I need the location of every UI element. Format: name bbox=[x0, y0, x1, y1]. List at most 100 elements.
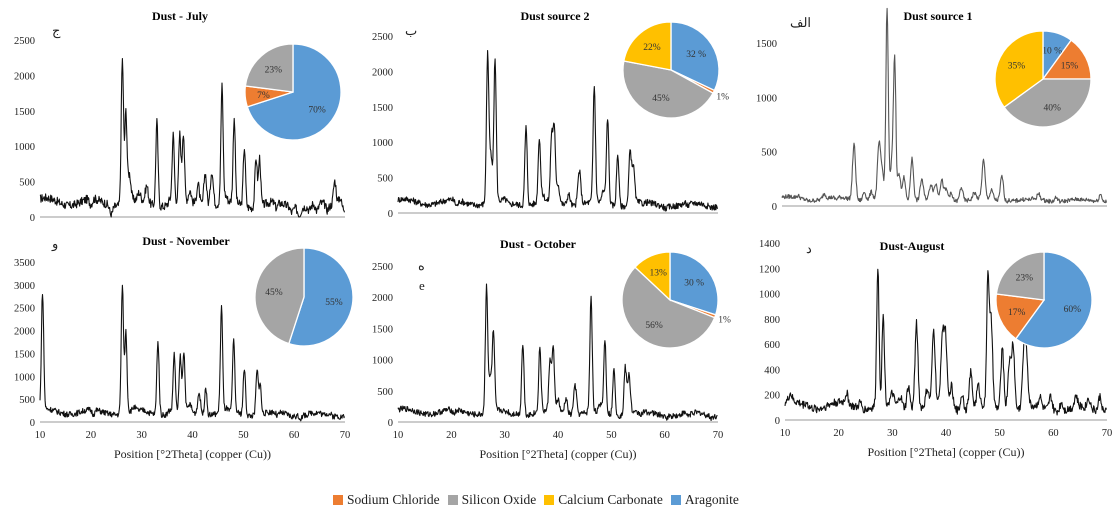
pie-label: 35% bbox=[1008, 62, 1026, 72]
panel-letter-2: e bbox=[419, 278, 425, 293]
pie-label: 23% bbox=[265, 66, 283, 76]
pie-slice-silicon-oxide bbox=[622, 60, 714, 119]
y-tick-label: 0 bbox=[775, 416, 780, 427]
x-tick-label: 10 bbox=[780, 428, 791, 439]
panel-letter: د bbox=[806, 241, 812, 256]
y-tick-label: 1200 bbox=[759, 264, 780, 275]
legend-swatch bbox=[670, 495, 681, 505]
pie-label: 15% bbox=[1061, 62, 1079, 72]
pie-label: 70% bbox=[308, 106, 326, 116]
pie-label: 56% bbox=[645, 321, 663, 331]
x-tick-label: 50 bbox=[994, 428, 1005, 439]
y-tick-label: 0 bbox=[388, 209, 393, 220]
y-tick-label: 2500 bbox=[372, 262, 393, 273]
pie-slice-aragonite bbox=[670, 21, 720, 92]
y-tick-label: 2500 bbox=[14, 36, 35, 47]
pie-slice-calcium-carbonate bbox=[634, 251, 671, 302]
pie-label: 45% bbox=[652, 94, 670, 104]
x-tick-label: 20 bbox=[833, 428, 844, 439]
xrd-trace bbox=[784, 268, 1108, 416]
y-tick-label: 2000 bbox=[14, 71, 35, 82]
panel-title: Dust source 2 bbox=[520, 9, 589, 23]
pie-slice-silicon-oxide bbox=[244, 43, 294, 93]
x-axis-label: Position [°2Theta] (copper (Cu)) bbox=[479, 447, 636, 461]
x-tick-label: 30 bbox=[136, 430, 147, 441]
pie-slice-silicon-oxide bbox=[1003, 78, 1092, 128]
panel-title: Dust - November bbox=[142, 234, 230, 248]
pie-slice-silicon-oxide bbox=[995, 251, 1045, 301]
y-tick-label: 1000 bbox=[756, 93, 777, 104]
panel-dust-august: Dust-August د 0 200 400 600 800 1000 1200 1400 1… bbox=[759, 239, 1112, 459]
pie-label: 40% bbox=[1043, 103, 1061, 113]
y-tick-label: 2000 bbox=[372, 67, 393, 78]
pie-label: 30 % bbox=[684, 279, 704, 289]
pie-slice-sodium-chloride bbox=[995, 293, 1046, 340]
pie-label: 22% bbox=[643, 43, 661, 53]
y-tick-label: 0 bbox=[388, 418, 393, 429]
pie-label: 1% bbox=[716, 92, 729, 102]
x-tick-label: 40 bbox=[553, 430, 564, 441]
panel-title: Dust - October bbox=[500, 237, 577, 251]
x-tick-label: 50 bbox=[606, 430, 617, 441]
y-tick-label: 500 bbox=[19, 395, 35, 406]
pie-slice-aragonite bbox=[246, 43, 342, 141]
y-tick-label: 3500 bbox=[14, 258, 35, 269]
y-tick-label: 1500 bbox=[756, 39, 777, 50]
xrd-trace bbox=[39, 284, 346, 422]
legend-item-sodium-chloride: Sodium Chloride bbox=[333, 492, 440, 508]
panel-letter: الف bbox=[790, 15, 811, 30]
y-tick-label: 800 bbox=[764, 315, 780, 326]
pie-slice-silicon-oxide bbox=[621, 266, 716, 349]
xrd-trace bbox=[397, 283, 718, 422]
legend-label: Aragonite bbox=[684, 492, 739, 507]
y-tick-label: 500 bbox=[761, 148, 777, 159]
pie-slice-aragonite bbox=[288, 247, 354, 347]
xrd-figure: Dust - July ج 0500100015002000250070%7%2… bbox=[14, 7, 1112, 461]
xrd-trace bbox=[397, 49, 719, 212]
x-tick-label: 60 bbox=[289, 430, 300, 441]
x-tick-label: 20 bbox=[446, 430, 457, 441]
panel-dust-october: Dust - October ه e 0 500 1000 1500 2000 2500 1… bbox=[372, 237, 731, 461]
x-tick-label: 60 bbox=[659, 430, 670, 441]
y-tick-label: 600 bbox=[764, 340, 780, 351]
y-tick-label: 1400 bbox=[759, 239, 780, 250]
pie-label: 10 % bbox=[1042, 47, 1062, 57]
y-tick-label: 3000 bbox=[14, 281, 35, 292]
y-tick-label: 500 bbox=[377, 387, 393, 398]
pie-label: 13% bbox=[649, 269, 667, 279]
x-tick-label: 70 bbox=[713, 430, 724, 441]
y-tick-label: 1000 bbox=[14, 372, 35, 383]
x-tick-label: 70 bbox=[1102, 428, 1113, 439]
y-tick-label: 200 bbox=[764, 391, 780, 402]
x-tick-label: 50 bbox=[238, 430, 249, 441]
y-tick-label: 1000 bbox=[372, 138, 393, 149]
pie-label: 17% bbox=[1008, 308, 1026, 318]
pie-label: 23% bbox=[1016, 274, 1034, 284]
panel-title: Dust - July bbox=[152, 9, 208, 23]
panel-letter: ه bbox=[418, 258, 425, 273]
x-tick-label: 10 bbox=[393, 430, 404, 441]
x-tick-label: 30 bbox=[887, 428, 898, 439]
pie-label: 60% bbox=[1064, 305, 1082, 315]
legend-label: Calcium Carbonate bbox=[558, 492, 663, 507]
legend-label: Silicon Oxide bbox=[461, 492, 537, 507]
pie-slice-calcium-carbonate bbox=[994, 30, 1044, 109]
xrd-trace bbox=[781, 7, 1108, 204]
panel-title: Dust source 1 bbox=[903, 9, 972, 23]
y-tick-label: 1500 bbox=[14, 349, 35, 360]
xrd-trace bbox=[39, 57, 346, 218]
x-tick-label: 60 bbox=[1048, 428, 1059, 439]
pie-slice-calcium-carbonate bbox=[623, 21, 672, 71]
panel-dust-july: Dust - July ج 0 500 1000 1500 2000 2500 70% 7% 2… bbox=[14, 9, 346, 224]
legend-item-aragonite: Aragonite bbox=[670, 492, 739, 508]
legend-item-silicon-oxide: Silicon Oxide bbox=[447, 492, 537, 508]
y-tick-label: 1500 bbox=[372, 103, 393, 114]
panel-letter: ج bbox=[52, 23, 61, 39]
y-tick-label: 2000 bbox=[14, 327, 35, 338]
pie-label: 32 % bbox=[686, 50, 706, 60]
y-tick-label: 2000 bbox=[372, 293, 393, 304]
y-tick-label: 500 bbox=[19, 178, 35, 189]
legend-label: Sodium Chloride bbox=[347, 492, 440, 507]
x-tick-label: 30 bbox=[499, 430, 510, 441]
y-tick-label: 2500 bbox=[14, 304, 35, 315]
